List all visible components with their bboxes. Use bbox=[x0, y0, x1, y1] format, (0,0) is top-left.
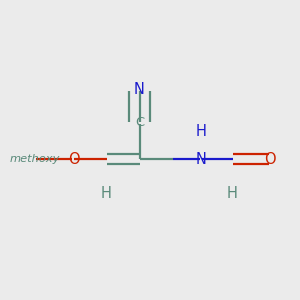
Text: O: O bbox=[264, 152, 276, 166]
Text: methoxy: methoxy bbox=[9, 154, 60, 164]
Text: H: H bbox=[196, 124, 206, 140]
Text: N: N bbox=[196, 152, 206, 166]
Text: C: C bbox=[135, 116, 144, 130]
Text: N: N bbox=[134, 82, 145, 98]
Text: H: H bbox=[227, 186, 238, 201]
Text: O: O bbox=[68, 152, 79, 166]
Text: H: H bbox=[101, 186, 112, 201]
